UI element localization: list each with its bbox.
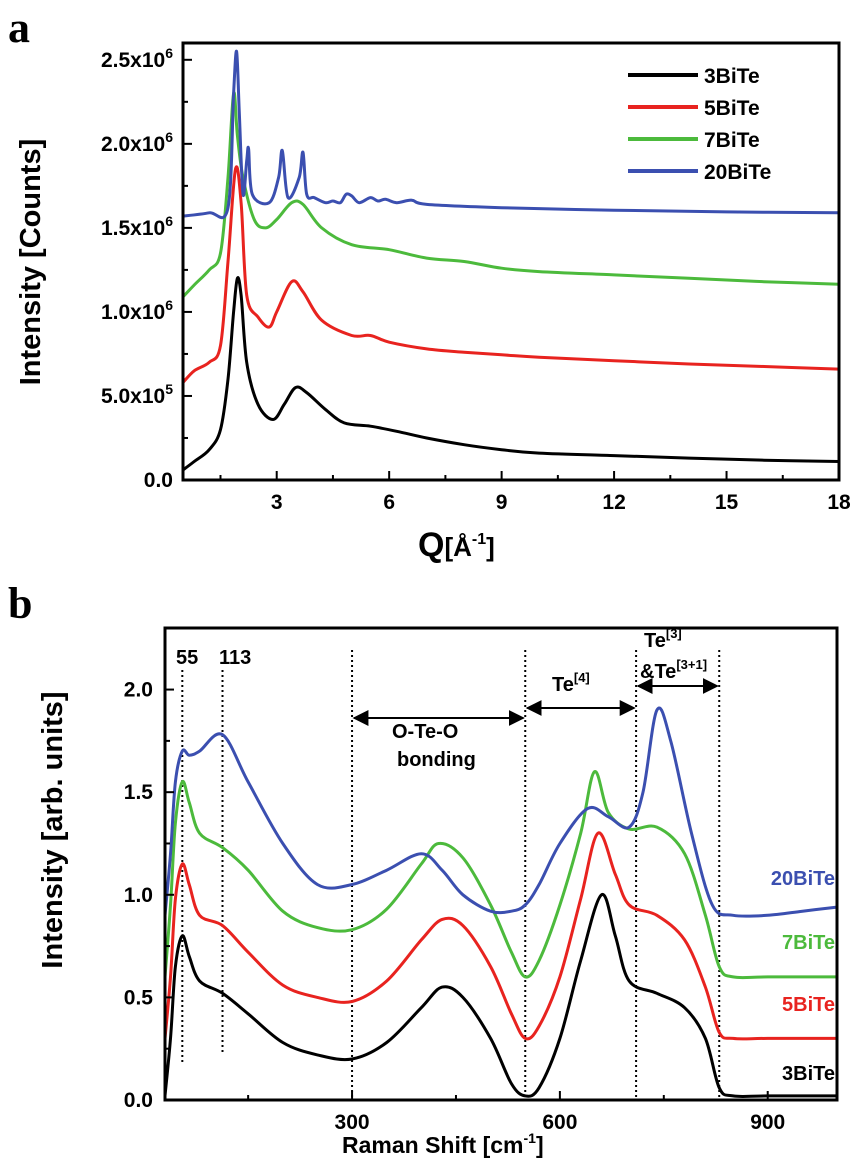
panel-a-x-tick-label: 3 — [271, 491, 283, 514]
panel-a: a 0.0 5.0x105 1.0x106 1.5x106 2.0x106 2.5x106… — [8, 3, 851, 564]
panel-b-x-label-sup: -1 — [523, 1130, 536, 1146]
panel-a-x-axis-label: Q[Å-1] — [418, 526, 495, 564]
annotation-te3: Te[3] — [644, 626, 682, 652]
panel-b-y-tick-label: 1.5 — [124, 781, 154, 804]
panel-a-legend: 3BiTe 5BiTe 7BiTe 20BiTe — [628, 65, 771, 184]
panel-a-y-tick-label: 2.0x106 — [101, 129, 173, 156]
panel-a-frame — [181, 41, 841, 482]
panel-b-letter: b — [8, 579, 32, 628]
annotation-te3-main: Te — [644, 630, 666, 652]
panel-b-annotations: 55 113 O-Te-O bonding Te[4] Te[3] &Te[3+… — [176, 626, 707, 771]
panel-a-x-label-q: Q — [418, 526, 444, 564]
panel-b-series-7BiTe — [163, 770, 837, 980]
panel-a-x-tick-label: 9 — [496, 491, 508, 514]
panel-b-series-5BiTe — [163, 831, 837, 1041]
panel-b-series-labels: 3BiTe 5BiTe 7BiTe 20BiTe — [771, 868, 835, 1085]
panel-b-y-ticks: 0.0 0.5 1.0 1.5 2.0 — [124, 679, 174, 1112]
panel-b-x-axis-label: Raman Shift [cm-1] — [342, 1130, 544, 1158]
legend-label-3BiTe: 3BiTe — [704, 65, 760, 88]
panel-b-plot-area — [163, 650, 838, 1100]
panel-b-frame — [163, 626, 839, 1102]
panel-b-series-20BiTe — [163, 706, 838, 918]
panel-b-x-tick-label: 600 — [542, 1111, 577, 1134]
panel-a-series-5BiTe — [181, 165, 840, 384]
panel-b-series-label-5BiTe: 5BiTe — [782, 994, 835, 1016]
panel-b-y-axis-label: Intensity [arb. units] — [37, 691, 69, 968]
annotation-te4-sup: [4] — [574, 670, 590, 685]
legend-label-7BiTe: 7BiTe — [704, 129, 760, 152]
panel-a-series-20BiTe — [182, 49, 840, 220]
panel-a-y-tick-label: 1.5x106 — [101, 213, 173, 240]
panel-b-x-label-main: Raman Shift [cm — [342, 1132, 523, 1158]
panel-b-series-label-20BiTe: 20BiTe — [771, 868, 835, 890]
annotation-te3-sup: [3] — [666, 626, 682, 641]
panel-a-x-ticks: 3 6 9 12 15 18 — [219, 471, 851, 514]
panel-b-series-3BiTe — [163, 893, 837, 1099]
panel-a-x-tick-label: 18 — [827, 491, 851, 514]
panel-a-y-ticks: 0.0 5.0x105 1.0x106 1.5x106 2.0x106 2.5x106 — [101, 45, 192, 492]
annotation-te4: Te[4] — [552, 670, 590, 696]
panel-a-x-label-unit: [Å — [444, 532, 472, 562]
panel-a-x-label-close: ] — [486, 532, 495, 562]
panel-a-series-7BiTe — [181, 91, 840, 298]
panel-a-x-tick-label: 12 — [602, 491, 625, 514]
panel-a-series-3BiTe — [182, 276, 840, 472]
panel-b-y-tick-label: 1.0 — [124, 884, 153, 907]
panel-b-range-arrows — [352, 678, 719, 726]
panel-b-y-tick-label: 0.0 — [124, 1089, 153, 1112]
panel-a-y-axis-label: Intensity [Counts] — [15, 139, 47, 386]
annotation-oteo-line1: O-Te-O — [392, 721, 458, 743]
annotation-te4-main: Te — [552, 674, 574, 696]
panel-a-y-tick-label: 0.0 — [144, 469, 173, 492]
panel-b-x-tick-label: 900 — [750, 1111, 785, 1134]
legend-label-5BiTe: 5BiTe — [704, 97, 760, 120]
panel-a-letter: a — [8, 3, 30, 52]
panel-a-x-tick-label: 15 — [715, 491, 739, 514]
annotation-te31-main: &Te — [640, 661, 676, 683]
annotation-peak-113: 113 — [219, 647, 251, 669]
annotation-te31: &Te[3+1] — [640, 657, 707, 683]
panel-a-x-label-sup: -1 — [472, 531, 486, 548]
panel-b: b 0.0 0.5 1.0 1.5 2.0 300 600 900 Intensity [a… — [8, 579, 839, 1158]
panel-b-series-label-7BiTe: 7BiTe — [782, 932, 835, 954]
legend-label-20BiTe: 20BiTe — [704, 161, 771, 184]
annotation-peak-55: 55 — [176, 647, 198, 669]
panel-a-x-tick-label: 6 — [383, 491, 395, 514]
annotation-oteo-line2: bonding — [397, 749, 476, 771]
panel-b-series-label-3BiTe: 3BiTe — [782, 1063, 835, 1085]
panel-a-y-tick-label: 2.5x106 — [101, 45, 173, 72]
panel-a-y-tick-label: 5.0x105 — [101, 381, 173, 408]
panel-b-y-tick-label: 0.5 — [124, 986, 154, 1009]
panel-b-x-label-close: ] — [536, 1132, 544, 1158]
annotation-te31-sup: [3+1] — [676, 657, 707, 672]
panel-b-x-tick-label: 300 — [335, 1111, 370, 1134]
panel-b-y-tick-label: 2.0 — [124, 679, 153, 702]
panel-a-plot-area — [181, 49, 840, 472]
panel-a-y-tick-label: 1.0x106 — [101, 297, 173, 324]
panel-b-x-ticks: 300 600 900 — [247, 1091, 785, 1134]
